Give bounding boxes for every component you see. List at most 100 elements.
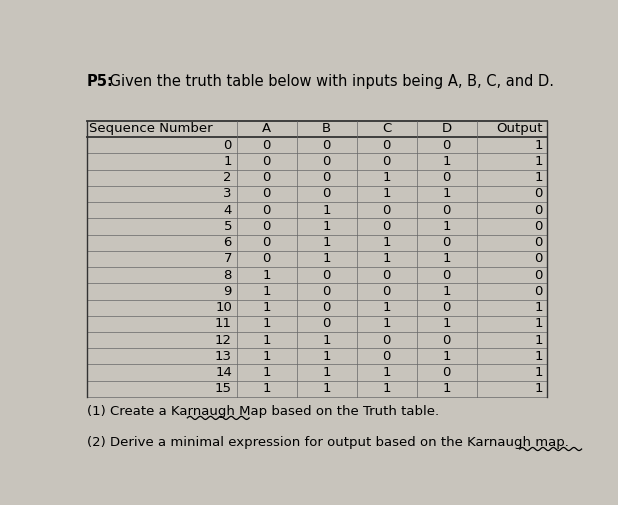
Text: 0: 0 bbox=[535, 269, 543, 282]
Text: 7: 7 bbox=[224, 252, 232, 266]
Text: 10: 10 bbox=[215, 301, 232, 314]
Text: 1: 1 bbox=[383, 252, 391, 266]
Text: 1: 1 bbox=[263, 317, 271, 330]
Text: 1: 1 bbox=[383, 187, 391, 200]
Text: Given the truth table below with inputs being A, B, C, and D.: Given the truth table below with inputs … bbox=[105, 74, 554, 89]
Text: 1: 1 bbox=[535, 350, 543, 363]
Text: 0: 0 bbox=[263, 155, 271, 168]
Text: 14: 14 bbox=[215, 366, 232, 379]
Text: 0: 0 bbox=[535, 204, 543, 217]
Text: 0: 0 bbox=[442, 139, 451, 151]
Text: 0: 0 bbox=[383, 285, 391, 298]
Text: 0: 0 bbox=[535, 187, 543, 200]
Text: 0: 0 bbox=[263, 236, 271, 249]
Text: 0: 0 bbox=[323, 301, 331, 314]
Text: 1: 1 bbox=[323, 334, 331, 346]
Text: 0: 0 bbox=[383, 334, 391, 346]
Text: 1: 1 bbox=[535, 301, 543, 314]
Text: 3: 3 bbox=[224, 187, 232, 200]
Text: 0: 0 bbox=[224, 139, 232, 151]
Text: 1: 1 bbox=[323, 366, 331, 379]
Text: (1) Create a Karnaugh Map based on the Truth table.: (1) Create a Karnaugh Map based on the T… bbox=[87, 405, 439, 418]
Text: 0: 0 bbox=[263, 139, 271, 151]
Text: 0: 0 bbox=[323, 171, 331, 184]
Text: 0: 0 bbox=[263, 204, 271, 217]
Text: 0: 0 bbox=[442, 334, 451, 346]
Text: A: A bbox=[262, 123, 271, 135]
Text: 0: 0 bbox=[383, 204, 391, 217]
Text: 0: 0 bbox=[535, 285, 543, 298]
Text: 0: 0 bbox=[323, 317, 331, 330]
Text: 4: 4 bbox=[224, 204, 232, 217]
Text: 0: 0 bbox=[263, 220, 271, 233]
Text: 1: 1 bbox=[323, 236, 331, 249]
Text: B: B bbox=[322, 123, 331, 135]
Text: 1: 1 bbox=[442, 285, 451, 298]
Text: 6: 6 bbox=[224, 236, 232, 249]
Text: 0: 0 bbox=[383, 139, 391, 151]
Text: 1: 1 bbox=[263, 334, 271, 346]
Text: 15: 15 bbox=[215, 382, 232, 395]
Text: 1: 1 bbox=[263, 382, 271, 395]
Text: 11: 11 bbox=[215, 317, 232, 330]
Text: 0: 0 bbox=[535, 220, 543, 233]
Text: 0: 0 bbox=[442, 236, 451, 249]
Text: 0: 0 bbox=[442, 171, 451, 184]
Text: 0: 0 bbox=[263, 171, 271, 184]
Text: 1: 1 bbox=[535, 139, 543, 151]
Text: 1: 1 bbox=[383, 171, 391, 184]
Text: 1: 1 bbox=[442, 317, 451, 330]
Text: 1: 1 bbox=[535, 334, 543, 346]
Text: 1: 1 bbox=[535, 317, 543, 330]
Text: 0: 0 bbox=[535, 252, 543, 266]
Text: 1: 1 bbox=[383, 317, 391, 330]
Text: Sequence Number: Sequence Number bbox=[89, 123, 213, 135]
Text: 1: 1 bbox=[323, 350, 331, 363]
Text: 0: 0 bbox=[323, 285, 331, 298]
Text: 1: 1 bbox=[263, 269, 271, 282]
Text: 1: 1 bbox=[442, 350, 451, 363]
Text: 1: 1 bbox=[442, 155, 451, 168]
Text: 1: 1 bbox=[442, 220, 451, 233]
Text: 0: 0 bbox=[442, 204, 451, 217]
Text: 0: 0 bbox=[442, 366, 451, 379]
Text: 0: 0 bbox=[263, 252, 271, 266]
Text: 1: 1 bbox=[323, 204, 331, 217]
Text: 12: 12 bbox=[215, 334, 232, 346]
Text: 1: 1 bbox=[383, 301, 391, 314]
Text: D: D bbox=[442, 123, 452, 135]
Text: 0: 0 bbox=[442, 301, 451, 314]
Text: 0: 0 bbox=[383, 220, 391, 233]
Text: 0: 0 bbox=[323, 187, 331, 200]
Text: 1: 1 bbox=[383, 366, 391, 379]
Text: 8: 8 bbox=[224, 269, 232, 282]
Text: 0: 0 bbox=[535, 236, 543, 249]
Text: 1: 1 bbox=[323, 220, 331, 233]
Text: 0: 0 bbox=[323, 139, 331, 151]
Text: 1: 1 bbox=[263, 366, 271, 379]
Text: 1: 1 bbox=[263, 301, 271, 314]
Text: 5: 5 bbox=[224, 220, 232, 233]
Text: 1: 1 bbox=[442, 252, 451, 266]
Text: 0: 0 bbox=[383, 269, 391, 282]
Text: 1: 1 bbox=[383, 382, 391, 395]
Text: 1: 1 bbox=[263, 285, 271, 298]
Text: 1: 1 bbox=[535, 171, 543, 184]
Text: 0: 0 bbox=[383, 155, 391, 168]
Text: Output: Output bbox=[496, 123, 543, 135]
Text: 1: 1 bbox=[323, 252, 331, 266]
Text: 1: 1 bbox=[535, 366, 543, 379]
Text: 1: 1 bbox=[323, 382, 331, 395]
Text: 1: 1 bbox=[224, 155, 232, 168]
Text: 0: 0 bbox=[323, 269, 331, 282]
Text: 1: 1 bbox=[535, 382, 543, 395]
Text: 0: 0 bbox=[442, 269, 451, 282]
Text: P5:: P5: bbox=[87, 74, 114, 89]
Text: 1: 1 bbox=[263, 350, 271, 363]
Text: 0: 0 bbox=[323, 155, 331, 168]
Text: C: C bbox=[382, 123, 391, 135]
Text: (2) Derive a minimal expression for output based on the Karnaugh map.: (2) Derive a minimal expression for outp… bbox=[87, 436, 569, 449]
Text: 1: 1 bbox=[442, 187, 451, 200]
Text: 1: 1 bbox=[442, 382, 451, 395]
Text: 0: 0 bbox=[383, 350, 391, 363]
